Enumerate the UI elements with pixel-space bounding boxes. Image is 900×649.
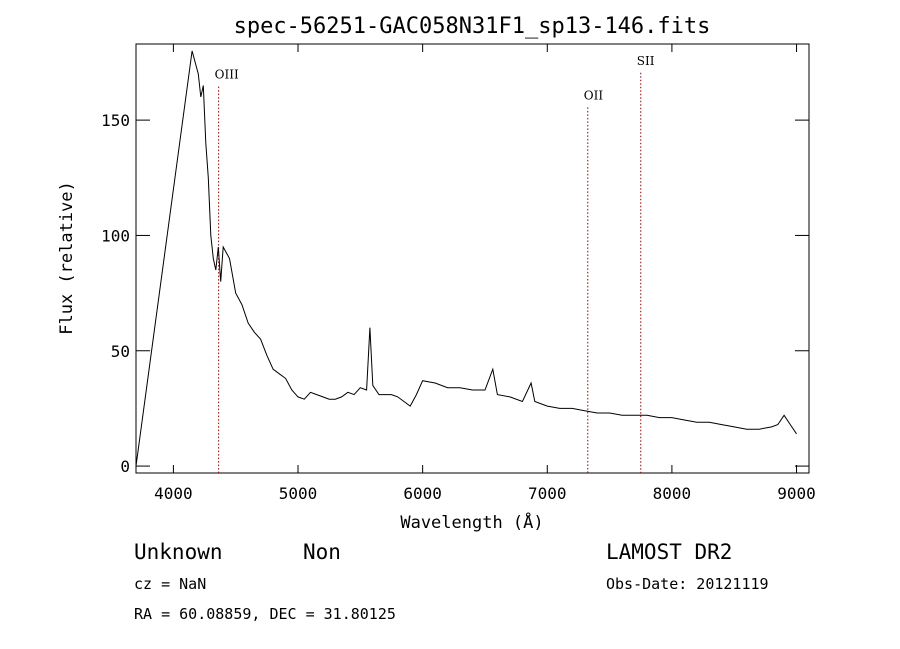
chart-title: spec-56251-GAC058N31F1_sp13-146.fits [234, 14, 711, 39]
y-tick-label: 50 [111, 342, 130, 361]
y-axis-label: Flux (relative) [57, 181, 77, 335]
x-tick-label: 4000 [154, 484, 193, 503]
x-axis-label: Wavelength (Å) [400, 511, 543, 533]
y-tick-label: 150 [101, 111, 130, 130]
subclass-label: Non [303, 540, 341, 564]
class-label: Unknown [134, 540, 223, 564]
x-tick-label: 5000 [279, 484, 318, 503]
x-axis-ticks: 4000 5000 6000 7000 8000 9000 [154, 44, 816, 503]
y-tick-label: 0 [120, 457, 130, 476]
y-axis-ticks: 0 50 100 150 [101, 111, 809, 476]
line-marker-label: OIII [215, 68, 239, 82]
x-tick-label: 8000 [653, 484, 692, 503]
coordinates: RA = 60.08859, DEC = 31.80125 [134, 605, 396, 623]
line-marker-label: OII [584, 88, 604, 102]
obs-date: Obs-Date: 20121119 [606, 575, 769, 593]
x-tick-label: 6000 [403, 484, 442, 503]
line-marker-label: SII [637, 54, 655, 68]
spectrum-line [135, 50, 797, 467]
cz-value: cz = NaN [134, 575, 206, 593]
survey-label: LAMOST DR2 [606, 540, 732, 564]
plot-frame [135, 43, 810, 474]
x-tick-label: 9000 [777, 484, 816, 503]
line-markers: OIII OII SII [215, 54, 655, 473]
x-tick-label: 7000 [528, 484, 567, 503]
y-tick-label: 100 [101, 226, 130, 245]
